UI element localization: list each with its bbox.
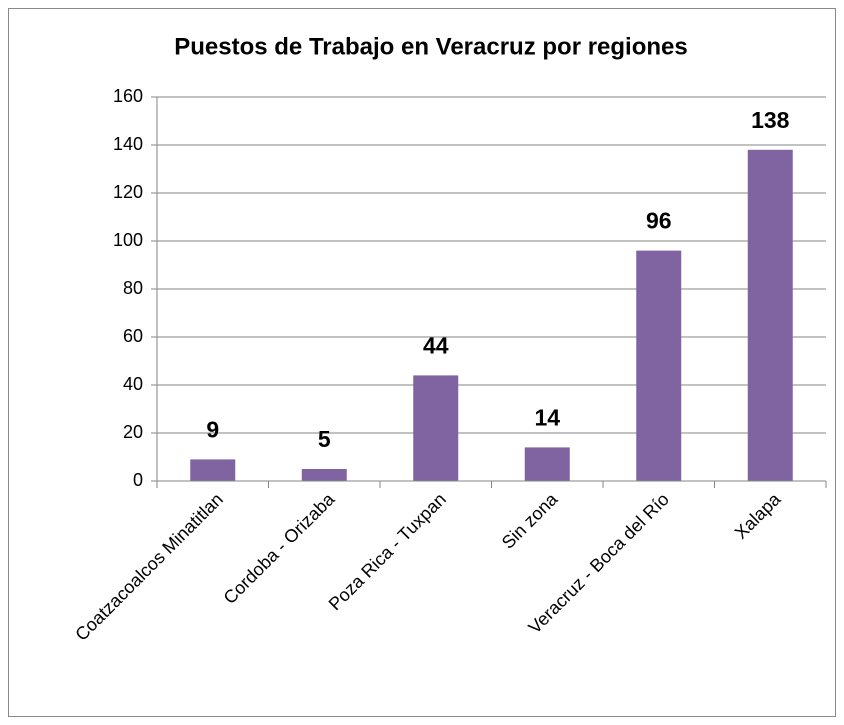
data-label: 5 — [318, 426, 331, 452]
bar — [524, 447, 570, 481]
bar — [301, 469, 347, 481]
data-label: 138 — [751, 107, 790, 133]
bar — [413, 375, 459, 481]
bar — [190, 459, 236, 481]
data-label: 14 — [534, 404, 560, 430]
chart-title: Puestos de Trabajo en Veracruz por regio… — [174, 33, 688, 60]
y-tick-label: 0 — [133, 470, 143, 490]
y-tick-label: 140 — [113, 134, 143, 154]
chart-border — [8, 8, 836, 717]
data-label: 9 — [206, 416, 219, 442]
bar — [636, 250, 682, 481]
y-tick-label: 100 — [113, 230, 143, 250]
data-label: 44 — [423, 332, 449, 358]
y-tick-label: 160 — [113, 86, 143, 106]
bar — [747, 149, 793, 482]
y-tick-label: 80 — [123, 278, 143, 298]
y-tick-label: 120 — [113, 182, 143, 202]
data-label: 96 — [646, 208, 672, 234]
y-tick-label: 40 — [123, 374, 143, 394]
y-tick-label: 60 — [123, 326, 143, 346]
y-tick-label: 20 — [123, 422, 143, 442]
